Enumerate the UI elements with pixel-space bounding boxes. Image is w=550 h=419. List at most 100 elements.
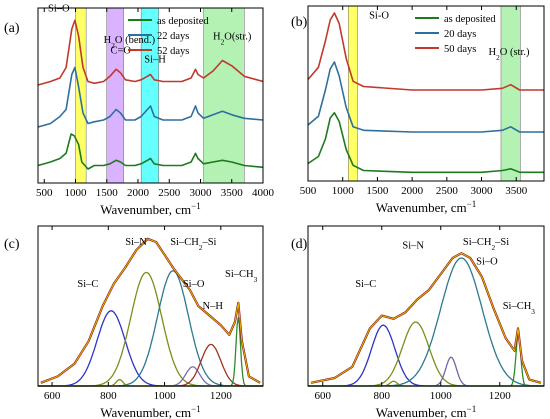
annotation-1-rest: O (bend.) — [115, 35, 156, 46]
annotation-2-text: Si–O — [476, 256, 498, 267]
x-tick-label-1: 1000 — [332, 185, 355, 197]
x-tick-label-1: 800 — [100, 390, 117, 402]
annotation-4-sub: 3 — [254, 275, 258, 284]
annotation-3-text: Si–O — [183, 279, 205, 290]
series-line-1 — [37, 66, 264, 128]
x-tick-label-2: 1500 — [96, 187, 119, 199]
annotation-1-sub: 2 — [111, 41, 115, 50]
x-tick-label-0: 500 — [36, 187, 53, 199]
annotation-1-sub: 2 — [199, 243, 203, 252]
annotation-2-text: C=O — [111, 46, 132, 57]
annotation-1: Si–CH2–Si — [463, 237, 509, 252]
series-line-1 — [40, 238, 261, 384]
annotation-1-text: Si–CH — [170, 237, 199, 248]
annotation-4: Si–CH3 — [503, 301, 536, 316]
annotation-4-text: Si–CH — [503, 301, 532, 312]
x-tick-label-0: 600 — [44, 390, 61, 402]
x-tick-label-2: 1000 — [430, 390, 453, 402]
panel-c: 600 800 1000 1200 Wavenumber, cm−1 (c) Si–N Si–… — [4, 225, 264, 419]
x-tick-label-3: 1200 — [489, 390, 512, 402]
legend-label-1: 22 days — [157, 31, 189, 42]
x-tick-label-1: 800 — [374, 390, 391, 402]
annotation-1-rest: –Si — [201, 237, 216, 248]
annotation-1: Si–CH2–Si — [170, 237, 216, 252]
x-tick-label-0: 500 — [300, 185, 317, 197]
legend-label-0: as deposited — [444, 14, 496, 25]
x-axis-label-text: Wavenumber, cm — [376, 405, 467, 419]
x-tick-label-6: 3500 — [505, 185, 528, 197]
x-tick-label-1: 1000 — [65, 187, 88, 199]
plot-frame — [307, 225, 545, 387]
fit-peak-2 — [308, 257, 545, 387]
panel-label: (c) — [4, 237, 20, 252]
x-tick-label-7: 4000 — [252, 187, 275, 199]
annotation-2: C=O — [111, 46, 132, 57]
panel-b: 500 1000 1500 2000 2500 3000 3500 Wavenumber, c… — [291, 5, 545, 215]
annotation-0-text: Si-O — [369, 10, 389, 21]
plot-frame — [307, 5, 545, 182]
annotation-1-text: H — [488, 47, 496, 58]
x-tick-label-4: 2500 — [158, 187, 181, 199]
legend-label-2: 52 days — [157, 46, 189, 57]
annotation-1-text: Si–CH — [463, 237, 492, 248]
annotation-1-rest: O (str.) — [500, 47, 530, 58]
annotation-3: Si–H — [144, 54, 166, 65]
annotation-3: Si–C — [355, 279, 376, 290]
panel-label: (d) — [291, 237, 308, 252]
annotation-0-text: Si–N — [125, 237, 147, 248]
series-line-0 — [40, 237, 261, 384]
annotation-0: Si–O — [48, 4, 70, 15]
series-line-0 — [37, 133, 264, 170]
panel-label: (a) — [4, 21, 20, 36]
annotation-3-text: Si–H — [144, 54, 166, 65]
series-line-0 — [310, 252, 542, 384]
fit-peak-2 — [38, 270, 263, 387]
plot-frame — [37, 225, 264, 387]
annotation-4-text: Si–CH — [225, 269, 254, 280]
annotation-0-text: Si–N — [402, 240, 424, 251]
x-axis-label: Wavenumber, cm−1 — [376, 404, 476, 419]
annotation-1-sub: 2 — [491, 243, 495, 252]
series-line-2 — [37, 19, 264, 86]
panel-a: 500 1000 1500 2000 2500 3000 3500 4000 Wavenumbe… — [4, 4, 275, 218]
x-axis-label-sup: −1 — [191, 201, 201, 211]
annotation-2: Si–C — [77, 279, 98, 290]
plot-frame — [37, 7, 264, 184]
annotation-4-text: H — [213, 32, 221, 43]
annotation-4: Si–CH3 — [225, 269, 258, 284]
annotation-2-text: Si–C — [77, 279, 98, 290]
annotation-1-text: H — [104, 35, 112, 46]
series-line-2 — [307, 12, 544, 91]
x-tick-label-0: 600 — [315, 390, 332, 402]
annotation-1: H2O (str.) — [488, 47, 530, 62]
x-axis-label: Wavenumber, cm−1 — [376, 199, 476, 215]
annotation-0: Si–N — [402, 240, 424, 251]
annotation-4-sub: 3 — [531, 307, 535, 316]
annotation-3-text: Si–C — [355, 279, 376, 290]
x-axis-label-text: Wavenumber, cm — [100, 202, 191, 217]
annotation-0: Si-O — [369, 10, 389, 21]
x-axis-label: Wavenumber, cm−1 — [100, 201, 200, 217]
legend-label-1: 20 days — [444, 29, 476, 40]
legend-label-2: 50 days — [444, 44, 476, 55]
x-tick-label-3: 2000 — [127, 187, 150, 199]
x-axis-label-sup: −1 — [191, 404, 201, 414]
fit-peak-1 — [38, 271, 263, 387]
annotation-5-text: N–H — [203, 301, 224, 312]
highlight-band-3 — [203, 7, 245, 184]
series-line-1 — [307, 61, 544, 133]
fit-peak-5 — [38, 317, 263, 387]
series-line-0 — [307, 112, 544, 174]
panel-label: (b) — [291, 15, 308, 30]
annotation-5: N–H — [203, 301, 224, 312]
x-tick-label-2: 1500 — [366, 185, 389, 197]
annotation-4-rest: O(str.) — [224, 32, 252, 43]
x-axis-label-text: Wavenumber, cm — [376, 200, 467, 215]
x-tick-label-4: 2500 — [436, 185, 459, 197]
x-tick-label-6: 3500 — [221, 187, 244, 199]
annotation-4: H2O(str.) — [213, 32, 252, 47]
annotation-3: Si–O — [183, 279, 205, 290]
x-axis-label-sup: −1 — [467, 404, 477, 414]
x-axis-label-sup: −1 — [467, 199, 477, 209]
